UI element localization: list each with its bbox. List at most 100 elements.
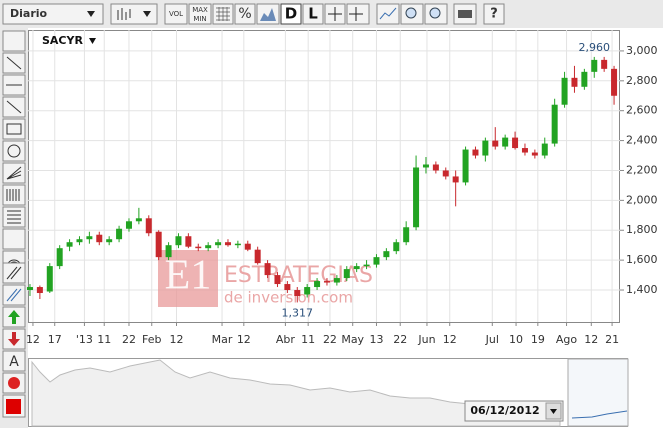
candle-body	[135, 218, 142, 222]
dropdown-arrow	[550, 409, 557, 414]
y-tick-label: 2,600	[626, 104, 658, 117]
candle-body	[215, 242, 222, 246]
x-tick-label: 12	[169, 333, 183, 346]
extreme-label: 2,960	[579, 41, 611, 54]
line-button[interactable]	[302, 3, 324, 25]
candle-body	[462, 149, 469, 183]
candle-body	[106, 239, 113, 243]
area-icon	[260, 8, 276, 21]
x-tick-label: Abr	[276, 333, 296, 346]
candle-body	[116, 228, 123, 240]
zoom-icon	[405, 7, 417, 19]
candle-body	[383, 251, 390, 258]
candle-body	[125, 221, 132, 229]
candle-body	[571, 77, 578, 87]
candle-body	[611, 68, 618, 96]
candle-body	[373, 257, 380, 265]
x-tick-label: 21	[605, 333, 619, 346]
y-tick-label: 2,200	[626, 163, 658, 176]
symbol[interactable]: SACYR	[42, 34, 83, 47]
percent-button[interactable]	[234, 3, 256, 25]
min-label: MIN	[193, 15, 206, 23]
circle-tool[interactable]	[2, 140, 26, 162]
date-box[interactable]	[464, 400, 564, 422]
navigator-window[interactable]	[567, 358, 629, 427]
candle-body	[254, 249, 261, 264]
candle-body	[205, 245, 212, 249]
rect-tool[interactable]	[2, 118, 26, 140]
symbol-arrow	[89, 38, 96, 44]
candle-body	[363, 264, 370, 267]
indicator-icon	[379, 7, 397, 20]
candle-body	[56, 248, 63, 267]
candle-body	[541, 143, 548, 156]
candle-body	[46, 266, 53, 292]
candle-body	[512, 137, 519, 149]
candle-body	[165, 245, 172, 258]
candle-body	[482, 140, 489, 156]
x-tick-label: 10	[509, 333, 523, 346]
cross-icon	[349, 7, 363, 21]
candle-body	[521, 148, 528, 153]
y-tick-label: 2,400	[626, 134, 658, 147]
x-tick-label: 19	[531, 333, 545, 346]
candle-body	[304, 287, 311, 295]
navigator-window-line	[571, 410, 628, 419]
x-tick-label: Mar	[212, 333, 233, 346]
x-tick-label: 12	[443, 333, 457, 346]
hand-tool[interactable]	[2, 30, 26, 52]
candle-body	[422, 164, 429, 168]
candle-body	[343, 269, 350, 279]
candle-body	[244, 243, 251, 250]
plot-area	[28, 30, 620, 323]
navigator-date: 06/12/2012	[470, 404, 539, 417]
candle-body	[403, 227, 410, 243]
daily-button[interactable]	[280, 3, 302, 25]
vol-button[interactable]	[164, 3, 188, 25]
x-tick-label: 12	[584, 333, 598, 346]
svg-text:A: A	[9, 354, 19, 370]
candle-body	[274, 275, 281, 285]
candle-body	[86, 236, 93, 240]
x-tick-label: Ago	[556, 333, 578, 346]
candle-body	[353, 266, 360, 270]
candle-body	[145, 218, 152, 234]
indicator-button[interactable]	[376, 3, 400, 25]
watermark-subtitle: de inversion.com	[224, 289, 353, 307]
fib-tool[interactable]	[2, 228, 26, 250]
candle-body	[26, 287, 33, 291]
grid-icon	[216, 7, 230, 21]
channel-tool[interactable]	[2, 262, 26, 284]
candle-body	[333, 278, 340, 283]
candle-body	[234, 243, 241, 246]
candle-body	[432, 164, 439, 171]
y-tick-label: 3,000	[626, 44, 658, 57]
candle-body	[472, 149, 479, 156]
period-select[interactable]	[2, 3, 104, 25]
x-tick-label: 22	[122, 333, 136, 346]
watermark-logo	[158, 250, 218, 307]
help-button[interactable]	[483, 3, 505, 25]
text-tool[interactable]	[2, 350, 26, 372]
y-tick-label: 1,400	[626, 283, 658, 296]
candle-icon	[117, 8, 131, 20]
x-tick-label: Feb	[142, 333, 161, 346]
candle-body	[175, 236, 182, 246]
line-label: L	[308, 5, 318, 23]
candle-body	[294, 290, 301, 296]
fib-tool[interactable]	[2, 206, 26, 228]
maxmin-button[interactable]	[188, 3, 212, 25]
x-tick-label: 12	[26, 333, 40, 346]
candle-body	[76, 239, 83, 243]
channel-tool[interactable]	[2, 284, 26, 306]
candle-body	[314, 281, 321, 288]
y-tick-label: 1,600	[626, 253, 658, 266]
candle-body	[551, 104, 558, 144]
watermark-logo-text: E1	[165, 253, 212, 299]
print-icon	[458, 10, 472, 18]
candle-body	[36, 287, 43, 294]
candle-body	[452, 176, 459, 183]
fib-tool[interactable]	[2, 184, 26, 206]
x-tick-label: 11	[97, 333, 111, 346]
